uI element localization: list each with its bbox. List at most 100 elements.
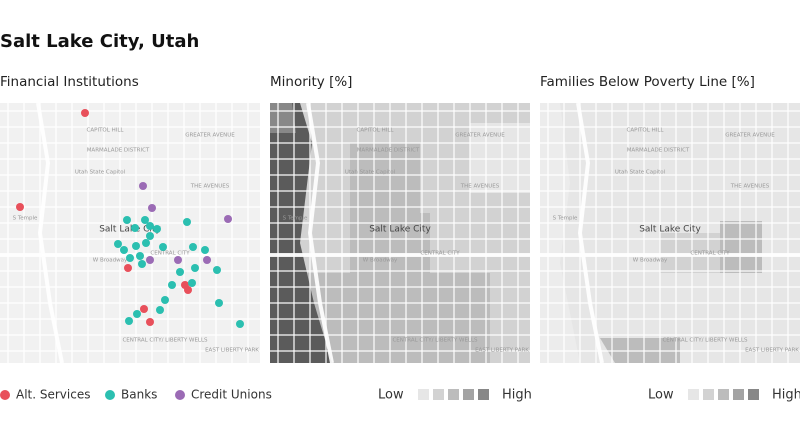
page-title: Salt Lake City, Utah (0, 31, 199, 52)
map-label: Utah State Capitol (615, 170, 666, 176)
map-label: THE AVENUES (460, 184, 500, 190)
institution-dot (201, 246, 209, 254)
scale-swatch (703, 389, 714, 400)
map-label: CENTRAL CITY/ LIBERTY WELLS (662, 338, 748, 344)
institution-dot (146, 256, 154, 264)
map-content: CAPITOL HILL MARMALADE DISTRICT GREATER AV… (270, 103, 530, 363)
map-label: CENTRAL CITY (420, 251, 460, 257)
institution-dot (142, 239, 150, 247)
institution-dot (114, 240, 122, 248)
institution-dot (215, 299, 223, 307)
institution-dot (132, 242, 140, 250)
institution-dot (146, 318, 154, 326)
choropleth-region (270, 103, 296, 133)
scale-swatch (463, 389, 474, 400)
map-label: EAST LIBERTY PARK (205, 348, 259, 354)
map-label: W Broadway (633, 258, 668, 264)
institution-dot (188, 279, 196, 287)
institution-dot (120, 246, 128, 254)
map-label: Utah State Capitol (345, 170, 396, 176)
map-label: Utah State Capitol (75, 170, 126, 176)
map-label: MARMALADE DISTRICT (627, 148, 690, 154)
scale-swatch (478, 389, 489, 400)
map-label: W Broadway (363, 258, 398, 264)
map-label: CENTRAL CITY/ LIBERTY WELLS (392, 338, 478, 344)
map-label: S Temple (553, 216, 578, 222)
scale-swatch (748, 389, 759, 400)
legend-dot (0, 390, 10, 400)
choropleth-region (720, 221, 762, 273)
map-content: CAPITOL HILL MARMALADE DISTRICT GREATER AV… (540, 103, 800, 363)
map-panel: CAPITOL HILL MARMALADE DISTRICT GREATER AV… (540, 103, 800, 363)
map-label: S Temple (283, 216, 308, 222)
map-panel: CAPITOL HILL MARMALADE DISTRICT GREATER AV… (0, 80, 260, 363)
institution-dot (133, 310, 141, 318)
map-label: GREATER AVENUE (725, 133, 775, 139)
choropleth-region (540, 103, 580, 363)
panel-title: Minority [%] (270, 74, 352, 90)
institution-dot (146, 232, 154, 240)
institution-dot (183, 218, 191, 226)
institution-dot (81, 109, 89, 117)
legend-label: Banks (121, 388, 157, 402)
scale-swatch (418, 389, 429, 400)
scale-low: Low (648, 388, 674, 403)
map-label: EAST LIBERTY PARK (745, 348, 799, 354)
panel-title: Families Below Poverty Line [%] (540, 74, 755, 90)
legend-label: Credit Unions (191, 388, 272, 402)
scale-swatch (433, 389, 444, 400)
institution-dot (124, 264, 132, 272)
institution-dot (236, 320, 244, 328)
panel-title: Financial Institutions (0, 74, 139, 90)
institution-dot (184, 286, 192, 294)
legend-dot (175, 390, 185, 400)
institution-dot (141, 216, 149, 224)
map-label: THE AVENUES (730, 184, 770, 190)
institution-dot (161, 296, 169, 304)
map-label: CENTRAL CITY (690, 251, 730, 257)
map-label: GREATER AVENUE (185, 133, 235, 139)
map-label: W Broadway (93, 258, 128, 264)
institution-dot (16, 203, 24, 211)
map-label: MARMALADE DISTRICT (357, 148, 420, 154)
scale-high: High (502, 388, 532, 403)
legend-label: Alt. Services (16, 388, 90, 402)
map-label: Salt Lake City (99, 225, 161, 235)
scale-swatch (688, 389, 699, 400)
institution-dot (123, 216, 131, 224)
map-label: CENTRAL CITY/ LIBERTY WELLS (122, 338, 208, 344)
choropleth-region (270, 103, 332, 363)
institution-dot (131, 224, 139, 232)
highway (576, 103, 604, 363)
scale-swatch (718, 389, 729, 400)
institution-dot (153, 225, 161, 233)
maps: CAPITOL HILL MARMALADE DISTRICT GREATER AV… (0, 80, 800, 363)
institution-dot (148, 204, 156, 212)
map-label: Salt Lake City (369, 225, 431, 235)
institution-dot (125, 317, 133, 325)
institution-dot (191, 264, 199, 272)
map-label: GREATER AVENUE (455, 133, 505, 139)
map-label: THE AVENUES (190, 184, 230, 190)
legend-dot (105, 390, 115, 400)
scale-low: Low (378, 388, 404, 403)
institution-dot (139, 182, 147, 190)
scale-high: High (772, 388, 800, 403)
institution-dot (156, 306, 164, 314)
highway (306, 103, 334, 363)
institution-dot (172, 80, 180, 88)
institution-dot (176, 268, 184, 276)
map-label: S Temple (13, 216, 38, 222)
institution-dot (136, 252, 144, 260)
institution-dot (203, 256, 211, 264)
institution-dot (138, 260, 146, 268)
institution-dot (168, 281, 176, 289)
highway (36, 103, 64, 363)
map-label: MARMALADE DISTRICT (87, 148, 150, 154)
map-label: EAST LIBERTY PARK (475, 348, 529, 354)
institution-dot (126, 254, 134, 262)
institution-dot (189, 243, 197, 251)
map-content: CAPITOL HILL MARMALADE DISTRICT GREATER AV… (0, 80, 260, 363)
map-label: Salt Lake City (639, 225, 701, 235)
